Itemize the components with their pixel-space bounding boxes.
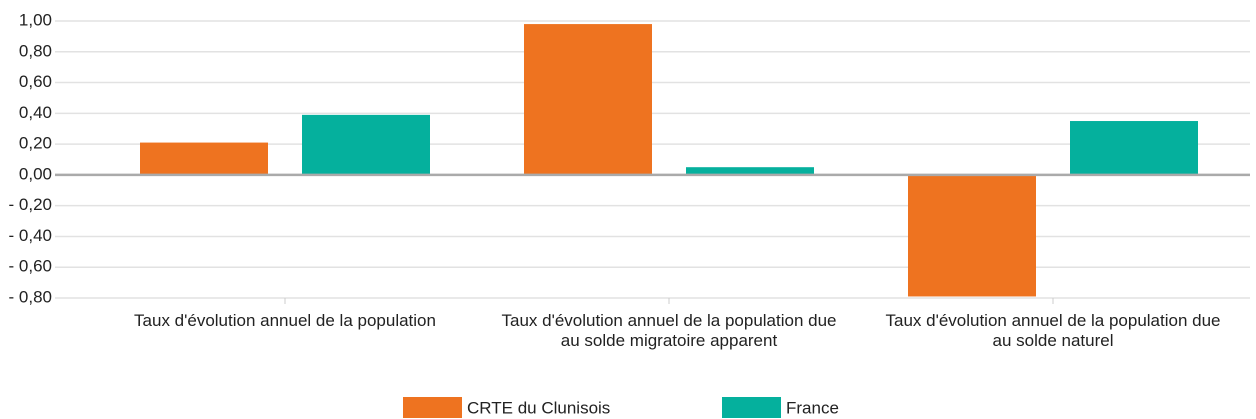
bar xyxy=(1070,121,1198,175)
bar xyxy=(524,24,652,175)
x-tick-label: Taux d'évolution annuel de la population… xyxy=(501,311,837,350)
y-tick-label: 1,00 xyxy=(19,10,52,29)
legend-label: CRTE du Clunisois xyxy=(467,398,610,417)
y-tick-label: 0,20 xyxy=(19,134,52,153)
bar xyxy=(686,167,814,175)
bar xyxy=(140,142,268,175)
y-tick-label: - 0,80 xyxy=(9,287,52,306)
y-tick-label: - 0,20 xyxy=(9,195,52,214)
y-tick-label: 0,40 xyxy=(19,103,52,122)
bar xyxy=(302,114,430,175)
y-tick-label: - 0,60 xyxy=(9,257,52,276)
y-tick-label: 0,80 xyxy=(19,41,52,60)
y-tick-label: 0,00 xyxy=(19,164,52,183)
legend-swatch xyxy=(722,397,781,418)
legend-swatch xyxy=(403,397,462,418)
y-tick-label: - 0,40 xyxy=(9,226,52,245)
bar xyxy=(908,174,1036,297)
x-tick-label: Taux d'évolution annuel de la population xyxy=(134,311,436,330)
legend-label: France xyxy=(786,398,839,417)
y-tick-label: 0,60 xyxy=(19,72,52,91)
x-tick-label: Taux d'évolution annuel de la population… xyxy=(885,311,1221,350)
